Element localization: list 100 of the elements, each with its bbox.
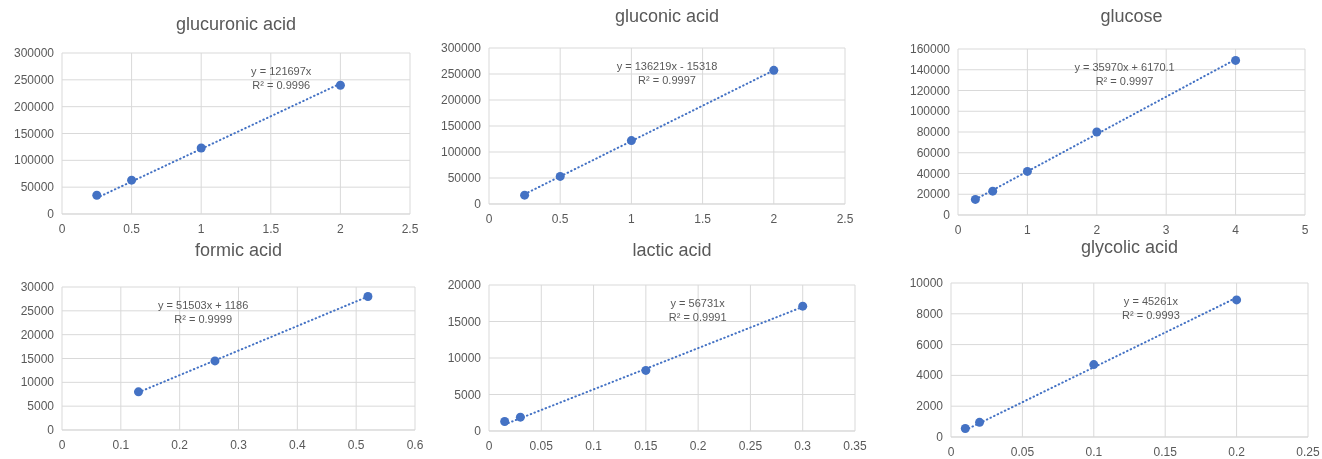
y-tick-label: 50000 bbox=[20, 180, 55, 195]
annotation: y = 45261x bbox=[1123, 295, 1179, 307]
annotation: R² = 0.9997 bbox=[638, 74, 696, 86]
x-tick-label: 0.5 bbox=[551, 212, 569, 226]
y-tick-label: 5000 bbox=[454, 387, 482, 402]
x-tick-label: 0.5 bbox=[123, 222, 141, 236]
x-tick-label: 1 bbox=[1024, 223, 1032, 237]
x-tick-label: 2.5 bbox=[401, 222, 419, 236]
y-tick-label: 20000 bbox=[20, 327, 55, 342]
point bbox=[363, 292, 373, 302]
annotation: y = 121697x bbox=[251, 65, 312, 77]
point bbox=[196, 143, 206, 153]
y-tick-label: 20000 bbox=[916, 187, 951, 202]
x-tick-label: 0 bbox=[58, 222, 66, 236]
annotation: R² = 0.9997 bbox=[1095, 75, 1154, 87]
x-tick-label: 1.5 bbox=[262, 222, 280, 236]
x-tick-label: 2 bbox=[770, 212, 778, 226]
point bbox=[769, 65, 779, 75]
point bbox=[500, 417, 510, 427]
point bbox=[1092, 127, 1102, 137]
x-tick-label: 0.4 bbox=[288, 438, 306, 452]
x-tick-label: 0.3 bbox=[230, 438, 248, 452]
x-tick-label: 0.2 bbox=[1228, 445, 1246, 459]
chart-title: gluconic acid bbox=[614, 6, 720, 26]
y-tick-label: 300000 bbox=[440, 41, 482, 55]
x-tick-label: 0.2 bbox=[689, 439, 707, 453]
y-tick-label: 15000 bbox=[20, 351, 55, 366]
y-tick-label: 10000 bbox=[909, 276, 944, 290]
x-tick-label: 0.05 bbox=[529, 439, 554, 453]
y-tick-label: 25000 bbox=[20, 303, 55, 318]
y-tick-label: 40000 bbox=[916, 166, 951, 181]
x-tick-label: 0.25 bbox=[1296, 445, 1320, 459]
point bbox=[210, 356, 220, 366]
y-tick-label: 100000 bbox=[13, 153, 55, 168]
x-tick-label: 0.1 bbox=[112, 438, 130, 452]
y-tick-label: 60000 bbox=[916, 145, 951, 160]
x-tick-label: 0.15 bbox=[634, 439, 658, 453]
annotation: y = 35970x + 6170.1 bbox=[1074, 61, 1175, 73]
x-tick-label: 0.1 bbox=[1085, 445, 1103, 459]
y-tick-label: 80000 bbox=[916, 125, 951, 139]
x-tick-label: 2 bbox=[337, 222, 345, 236]
chart-title: lactic acid bbox=[632, 240, 712, 260]
x-tick-label: 0 bbox=[58, 438, 66, 452]
point bbox=[515, 412, 525, 422]
y-tick-label: 5000 bbox=[27, 399, 55, 414]
point bbox=[975, 417, 985, 427]
y-tick-label: 150000 bbox=[13, 126, 55, 141]
y-tick-label: 160000 bbox=[909, 42, 951, 56]
x-tick-label: 5 bbox=[1301, 223, 1309, 237]
y-tick-label: 100000 bbox=[440, 145, 482, 159]
point bbox=[641, 365, 651, 375]
y-tick-label: 15000 bbox=[447, 314, 482, 329]
x-tick-label: 2 bbox=[1093, 223, 1101, 237]
y-tick-label: 0 bbox=[474, 197, 482, 211]
x-tick-label: 0.3 bbox=[794, 439, 812, 453]
x-tick-label: 0 bbox=[954, 223, 962, 237]
y-tick-label: 0 bbox=[474, 424, 482, 438]
chart-title: glycolic acid bbox=[1080, 237, 1179, 257]
y-tick-label: 140000 bbox=[909, 62, 951, 77]
annotation: R² = 0.9996 bbox=[252, 79, 311, 91]
x-tick-label: 0.1 bbox=[585, 439, 603, 453]
y-tick-label: 4000 bbox=[916, 368, 944, 383]
annotation: y = 56731x bbox=[670, 297, 726, 309]
y-tick-label: 150000 bbox=[440, 119, 482, 133]
chart-title: glucuronic acid bbox=[175, 14, 297, 34]
point bbox=[798, 301, 808, 311]
x-tick-label: 0.6 bbox=[406, 438, 424, 452]
annotation: R² = 0.9993 bbox=[1122, 309, 1180, 321]
y-tick-label: 10000 bbox=[447, 351, 482, 365]
x-tick-label: 0 bbox=[485, 439, 493, 453]
point bbox=[960, 424, 970, 434]
chart-title: glucose bbox=[1100, 6, 1163, 26]
point bbox=[1022, 166, 1032, 176]
y-tick-label: 8000 bbox=[916, 306, 944, 321]
x-tick-label: 0.2 bbox=[171, 438, 189, 452]
x-tick-label: 0.15 bbox=[1153, 445, 1178, 459]
annotation: y = 51503x + 1186 bbox=[158, 299, 249, 311]
x-tick-label: 0.05 bbox=[1010, 445, 1035, 459]
point bbox=[626, 136, 636, 146]
point bbox=[1231, 55, 1241, 65]
y-tick-label: 50000 bbox=[447, 171, 482, 185]
x-tick-label: 1 bbox=[197, 222, 205, 236]
x-tick-label: 0.5 bbox=[347, 438, 365, 452]
x-tick-label: 0.35 bbox=[843, 439, 867, 453]
point bbox=[520, 190, 530, 200]
y-tick-label: 100000 bbox=[909, 104, 951, 119]
point bbox=[92, 190, 102, 200]
x-tick-label: 0.25 bbox=[738, 439, 763, 453]
point bbox=[1089, 360, 1099, 370]
x-tick-label: 4 bbox=[1232, 223, 1240, 237]
point bbox=[970, 194, 980, 204]
x-tick-label: 0 bbox=[485, 212, 493, 226]
x-tick-label: 1.5 bbox=[694, 212, 712, 226]
y-tick-label: 250000 bbox=[440, 67, 482, 81]
annotation: R² = 0.9991 bbox=[668, 311, 727, 323]
point bbox=[133, 387, 143, 397]
x-tick-label: 3 bbox=[1162, 223, 1170, 237]
annotation: y = 136219x - 15318 bbox=[616, 60, 718, 72]
annotation: R² = 0.9999 bbox=[174, 313, 233, 325]
point bbox=[127, 175, 137, 185]
